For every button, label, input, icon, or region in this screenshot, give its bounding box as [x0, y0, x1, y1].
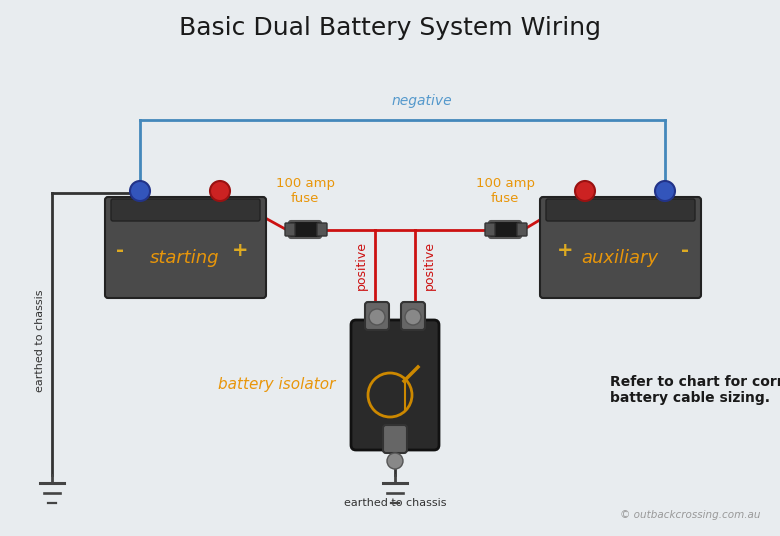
- Text: +: +: [557, 241, 573, 259]
- Circle shape: [575, 181, 595, 201]
- Text: 100 amp
fuse: 100 amp fuse: [275, 177, 335, 205]
- FancyBboxPatch shape: [365, 302, 389, 330]
- Circle shape: [405, 309, 421, 325]
- FancyBboxPatch shape: [517, 223, 527, 236]
- Circle shape: [210, 181, 230, 201]
- FancyBboxPatch shape: [489, 221, 521, 238]
- Text: auxiliary: auxiliary: [582, 249, 658, 267]
- Text: earthed to chassis: earthed to chassis: [35, 290, 45, 392]
- Text: Basic Dual Battery System Wiring: Basic Dual Battery System Wiring: [179, 16, 601, 40]
- Text: 100 amp
fuse: 100 amp fuse: [476, 177, 534, 205]
- Text: negative: negative: [392, 94, 452, 108]
- Text: battery isolator: battery isolator: [218, 377, 335, 392]
- Circle shape: [387, 453, 403, 469]
- FancyBboxPatch shape: [111, 199, 260, 221]
- Text: starting: starting: [151, 249, 220, 267]
- FancyBboxPatch shape: [285, 223, 295, 236]
- Circle shape: [369, 309, 385, 325]
- FancyBboxPatch shape: [546, 199, 695, 221]
- FancyBboxPatch shape: [289, 221, 321, 238]
- Text: earthed to chassis: earthed to chassis: [344, 498, 446, 508]
- FancyBboxPatch shape: [485, 223, 495, 236]
- FancyBboxPatch shape: [383, 425, 407, 453]
- Text: -: -: [681, 241, 689, 259]
- FancyBboxPatch shape: [540, 197, 701, 298]
- Circle shape: [130, 181, 150, 201]
- FancyBboxPatch shape: [317, 223, 327, 236]
- FancyBboxPatch shape: [351, 320, 439, 450]
- Text: +: +: [232, 241, 248, 259]
- Text: Refer to chart for correct
battery cable sizing.: Refer to chart for correct battery cable…: [610, 375, 780, 405]
- Text: © outbackcrossing.com.au: © outbackcrossing.com.au: [619, 510, 760, 520]
- Text: positive: positive: [423, 242, 435, 291]
- Text: positive: positive: [354, 242, 367, 291]
- FancyBboxPatch shape: [401, 302, 425, 330]
- FancyBboxPatch shape: [105, 197, 266, 298]
- Text: -: -: [116, 241, 124, 259]
- Circle shape: [655, 181, 675, 201]
